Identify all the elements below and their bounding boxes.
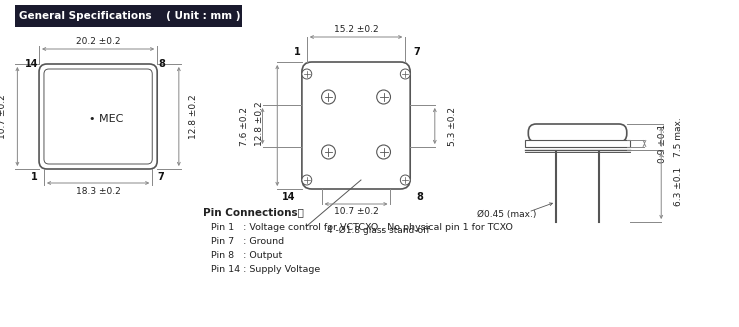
Text: 0.9 ±0.1: 0.9 ±0.1 [658, 124, 667, 163]
Circle shape [302, 69, 312, 79]
Text: 7: 7 [414, 47, 420, 57]
Circle shape [377, 145, 390, 159]
Text: 7.5 max.: 7.5 max. [675, 117, 684, 157]
Circle shape [302, 175, 312, 185]
Text: Pin Connections：: Pin Connections： [203, 207, 304, 217]
Bar [16, 5, 242, 27]
Bar [525, 140, 630, 147]
Text: 1: 1 [31, 172, 38, 182]
Text: 6.3 ±0.1: 6.3 ±0.1 [675, 166, 684, 206]
Text: 8: 8 [417, 192, 423, 202]
FancyBboxPatch shape [39, 64, 157, 169]
Text: 14: 14 [282, 192, 296, 202]
FancyBboxPatch shape [44, 69, 152, 164]
FancyBboxPatch shape [302, 62, 410, 189]
Text: Pin 8   : Output: Pin 8 : Output [211, 251, 282, 260]
Text: 14: 14 [25, 59, 39, 69]
Text: Pin 14 : Supply Voltage: Pin 14 : Supply Voltage [211, 265, 321, 274]
Text: 4 -Ø1.8 glass stand-off: 4 -Ø1.8 glass stand-off [327, 225, 429, 234]
Text: 12.8 ±0.2: 12.8 ±0.2 [255, 102, 264, 146]
Circle shape [377, 90, 390, 104]
Text: Pin 7   : Ground: Pin 7 : Ground [211, 237, 285, 246]
Text: 7: 7 [157, 172, 165, 182]
Text: Pin 1   : Voltage control for VCTCXO , No physical pin 1 for TCXO: Pin 1 : Voltage control for VCTCXO , No … [211, 223, 513, 232]
Text: 1: 1 [293, 47, 300, 57]
Circle shape [401, 69, 410, 79]
Circle shape [321, 90, 336, 104]
Circle shape [401, 175, 410, 185]
Text: 20.2 ±0.2: 20.2 ±0.2 [76, 38, 120, 46]
FancyBboxPatch shape [528, 124, 627, 142]
Text: 18.3 ±0.2: 18.3 ±0.2 [75, 186, 120, 196]
Text: 15.2 ±0.2: 15.2 ±0.2 [334, 26, 378, 35]
Text: 10.7 ±0.2: 10.7 ±0.2 [334, 208, 378, 216]
Text: 7.6 ±0.2: 7.6 ±0.2 [240, 107, 249, 146]
Circle shape [321, 145, 336, 159]
Text: Ø0.45 (max.): Ø0.45 (max.) [477, 210, 537, 218]
Text: 8: 8 [159, 59, 166, 69]
Text: • MEC: • MEC [89, 113, 123, 124]
Text: General Specifications    ( Unit : mm ): General Specifications ( Unit : mm ) [19, 11, 241, 21]
Text: 12.8 ±0.2: 12.8 ±0.2 [189, 94, 198, 139]
Text: 10.7 ±0.2: 10.7 ±0.2 [0, 94, 7, 139]
Text: 5.3 ±0.2: 5.3 ±0.2 [448, 107, 457, 146]
